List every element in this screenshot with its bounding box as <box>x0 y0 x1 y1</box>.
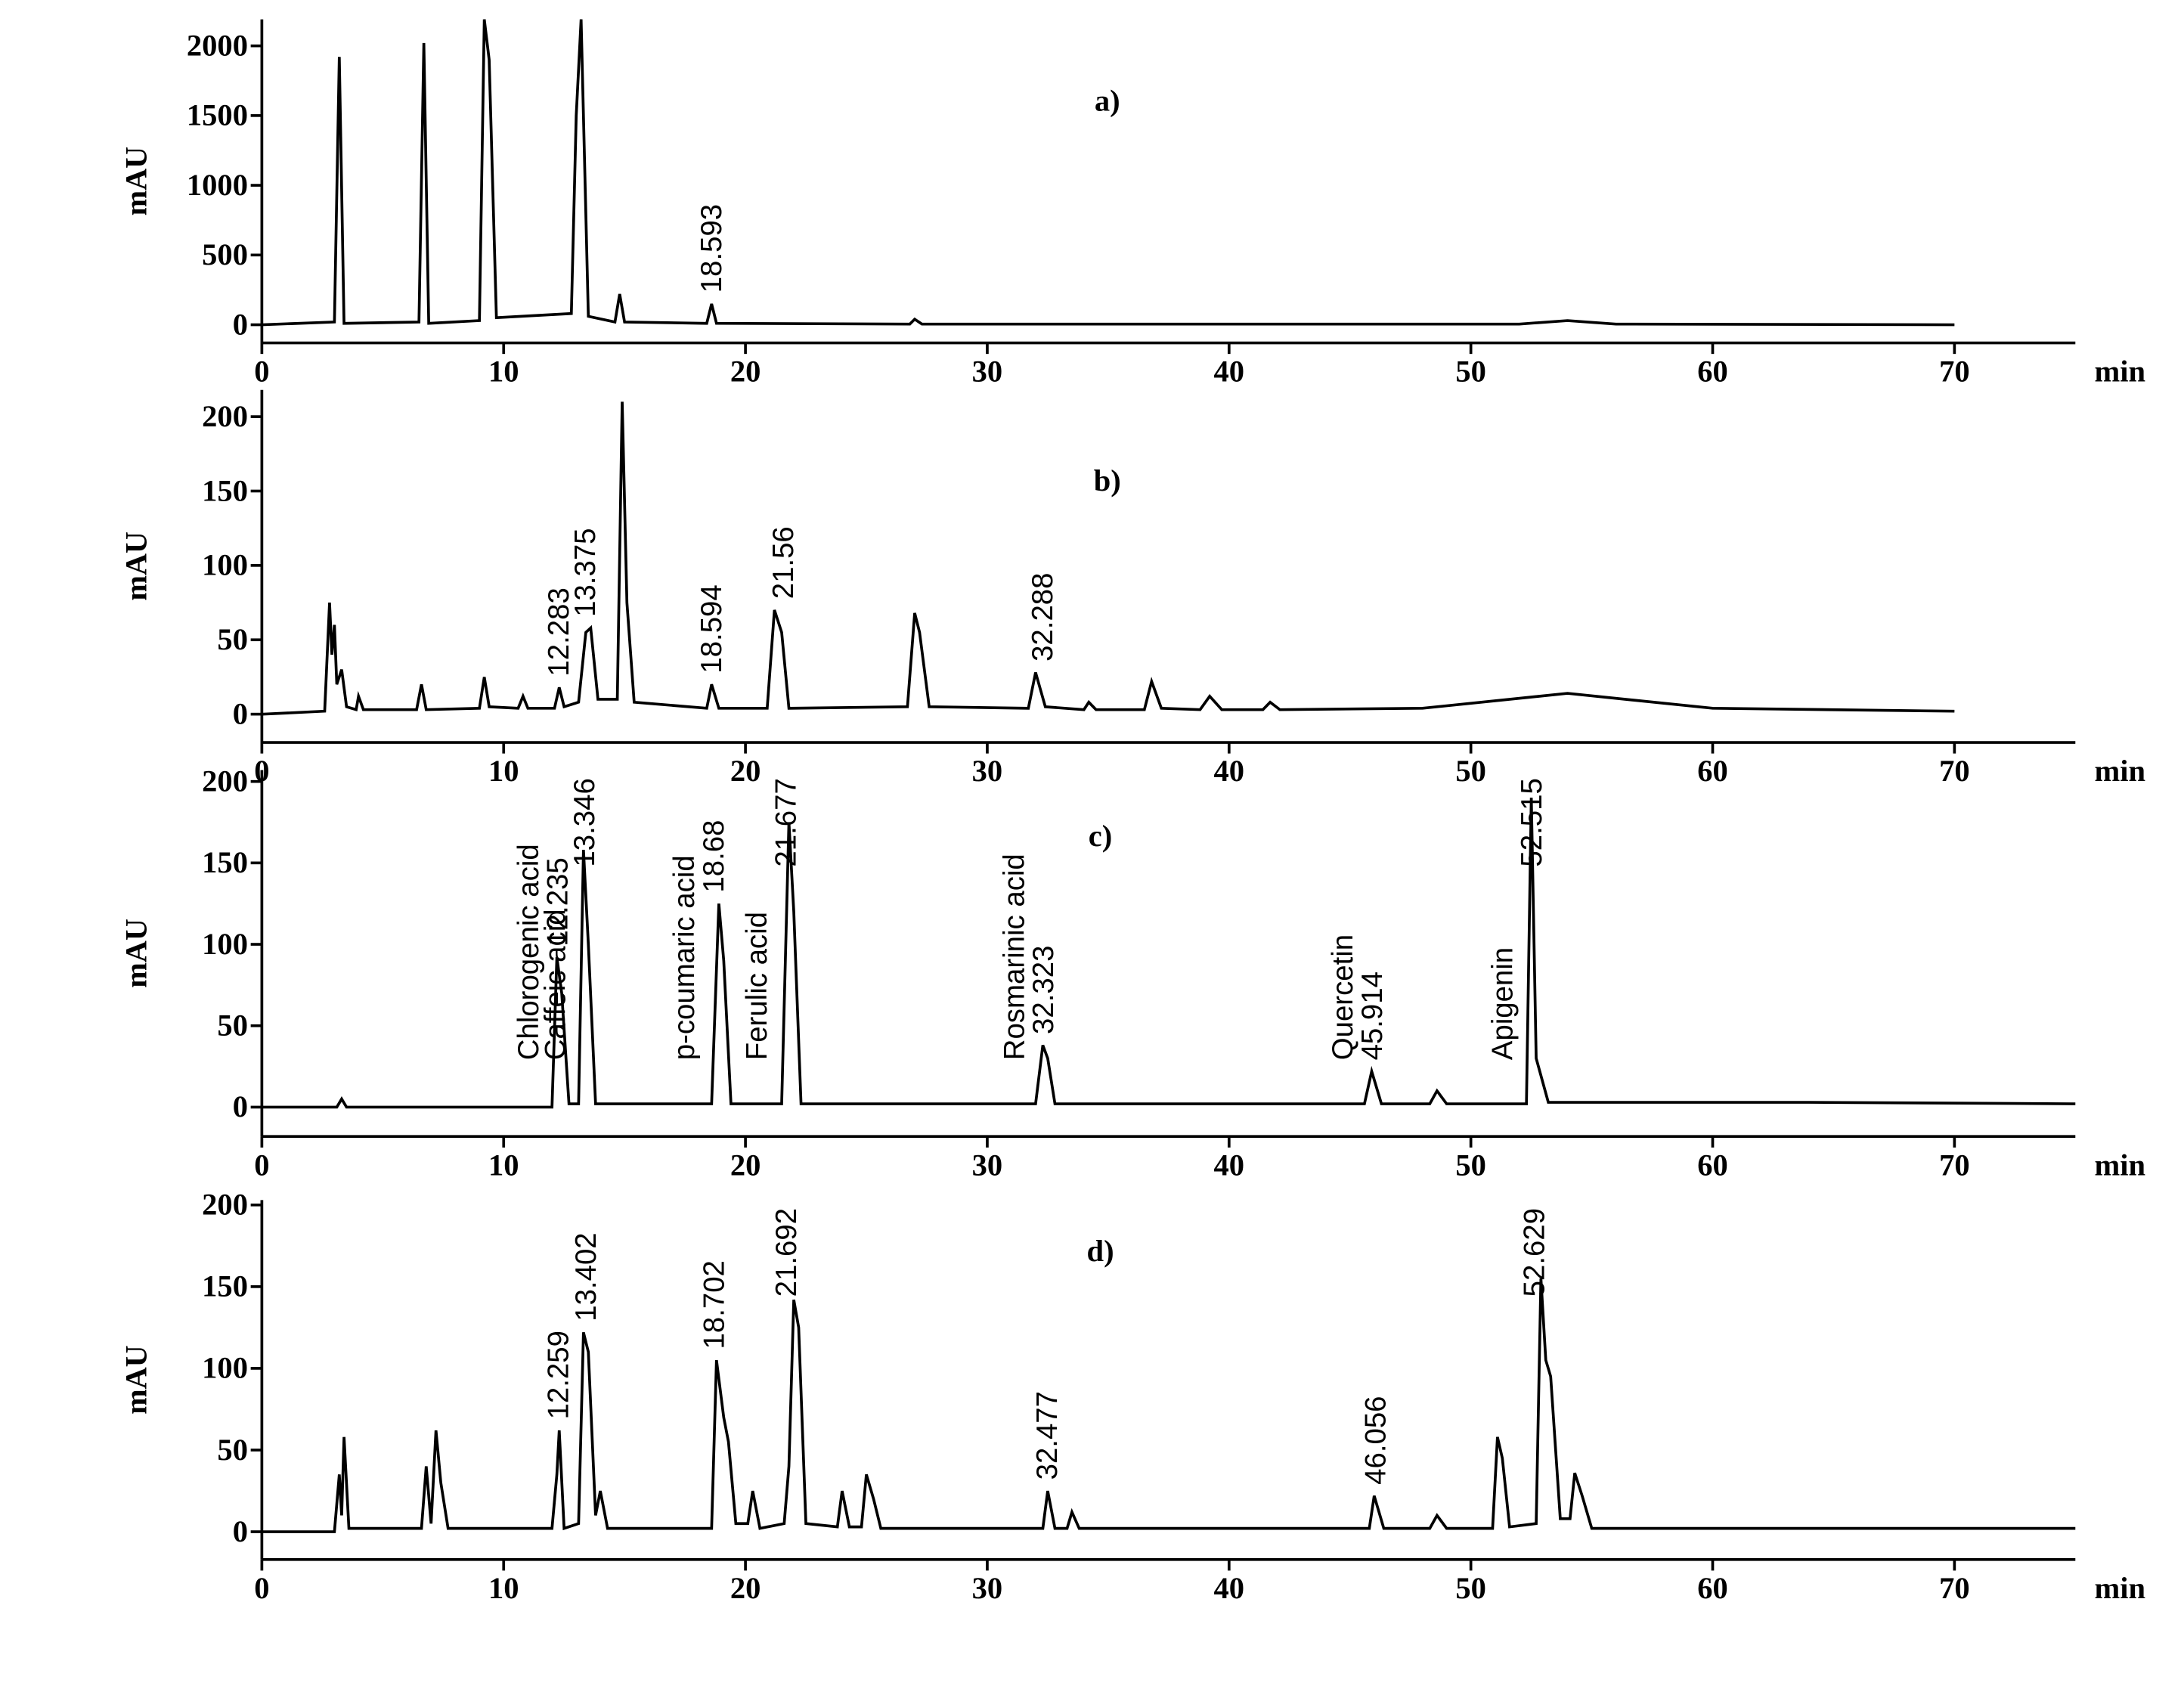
x-tick-label: 10 <box>488 1148 519 1182</box>
x-tick-label: 20 <box>730 754 761 788</box>
y-tick-label: 100 <box>202 1351 248 1385</box>
x-tick-label: 30 <box>972 355 1003 389</box>
x-tick-label: 60 <box>1697 1571 1728 1605</box>
peak-label: 21.56 <box>767 526 800 599</box>
y-tick-label: 150 <box>202 1269 248 1303</box>
y-tick-label: 200 <box>202 764 248 798</box>
peak-label: 18.593 <box>695 204 728 293</box>
peak-label: 52.629 <box>1519 1208 1551 1297</box>
x-tick-label: 50 <box>1455 355 1486 389</box>
peak-label: 46.056 <box>1359 1396 1392 1484</box>
x-tick-label: 40 <box>1214 355 1245 389</box>
peak-label: 18.594 <box>695 584 728 673</box>
peak-label: 21.677 <box>770 778 803 866</box>
peak-label: 21.692 <box>770 1208 803 1297</box>
peak-label: 18.68 <box>698 820 730 893</box>
x-tick-label: 70 <box>1939 754 1970 788</box>
y-axis-label: mAU <box>119 147 153 216</box>
x-tick-label: 10 <box>488 754 519 788</box>
x-tick-label: 0 <box>254 355 269 389</box>
panel-label: d) <box>1087 1234 1114 1268</box>
y-tick-label: 0 <box>233 697 248 731</box>
y-tick-label: 50 <box>217 1009 248 1043</box>
x-axis-label: min <box>2094 1571 2145 1605</box>
y-tick-label: 2000 <box>187 29 248 63</box>
x-tick-label: 70 <box>1939 1571 1970 1605</box>
peak-label: 45.914 <box>1356 971 1389 1060</box>
panel-label: c) <box>1089 819 1112 853</box>
x-tick-label: 20 <box>730 1571 761 1605</box>
x-axis-label: min <box>2094 355 2145 389</box>
y-tick-label: 0 <box>233 1514 248 1548</box>
chromatogram-trace <box>262 401 1955 716</box>
x-tick-label: 30 <box>972 754 1003 788</box>
chromatogram-trace <box>262 19 1955 327</box>
x-tick-label: 0 <box>254 1571 269 1605</box>
y-axis-label: mAU <box>119 531 153 601</box>
x-tick-label: 0 <box>254 1148 269 1182</box>
chromatogram-trace <box>262 798 2076 1109</box>
compound-name: Caffeic acid <box>539 909 572 1060</box>
peak-label: 52.515 <box>1516 778 1548 866</box>
x-tick-label: 10 <box>488 1571 519 1605</box>
compound-name: Quercetin <box>1327 934 1359 1060</box>
y-tick-label: 150 <box>202 473 248 507</box>
x-tick-label: 50 <box>1455 1148 1486 1182</box>
y-tick-label: 150 <box>202 845 248 879</box>
x-axis-label: min <box>2094 754 2145 788</box>
y-tick-label: 50 <box>217 1433 248 1467</box>
y-tick-label: 1000 <box>187 168 248 202</box>
x-tick-label: 60 <box>1697 754 1728 788</box>
y-tick-label: 500 <box>202 237 248 271</box>
compound-name: Ferulic acid <box>741 912 773 1060</box>
x-tick-label: 20 <box>730 355 761 389</box>
panel-label: b) <box>1094 463 1121 497</box>
x-tick-label: 60 <box>1697 1148 1728 1182</box>
peak-label: 12.283 <box>543 587 575 676</box>
y-tick-label: 0 <box>233 307 248 341</box>
chromatogram-trace <box>262 1278 2076 1533</box>
x-tick-label: 20 <box>730 1148 761 1182</box>
y-tick-label: 50 <box>217 622 248 656</box>
compound-name: Apigenin <box>1486 947 1519 1060</box>
x-tick-label: 50 <box>1455 1571 1486 1605</box>
y-tick-label: 0 <box>233 1089 248 1123</box>
x-tick-label: 60 <box>1697 355 1728 389</box>
x-tick-label: 70 <box>1939 355 1970 389</box>
panel-label: a) <box>1095 83 1120 117</box>
peak-label: 18.702 <box>698 1260 730 1349</box>
peak-label: 13.346 <box>568 778 601 866</box>
x-tick-label: 40 <box>1214 754 1245 788</box>
y-tick-label: 200 <box>202 1188 248 1222</box>
y-axis-label: mAU <box>119 1345 153 1415</box>
y-tick-label: 100 <box>202 927 248 961</box>
compound-name: Chlorogenic acid <box>513 844 545 1060</box>
x-tick-label: 40 <box>1214 1148 1245 1182</box>
peak-label: 12.259 <box>542 1331 575 1419</box>
y-tick-label: 1500 <box>187 98 248 132</box>
peak-label: 32.477 <box>1031 1391 1064 1480</box>
peak-label: 12.235 <box>541 857 574 946</box>
compound-name: p-coumaric acid <box>668 855 701 1060</box>
peak-label: 13.375 <box>569 528 602 616</box>
x-axis-label: min <box>2094 1148 2145 1182</box>
y-axis-label: mAU <box>119 919 153 988</box>
y-tick-label: 200 <box>202 399 248 433</box>
x-tick-label: 50 <box>1455 754 1486 788</box>
x-tick-label: 70 <box>1939 1148 1970 1182</box>
peak-label: 13.402 <box>570 1232 603 1321</box>
x-tick-label: 30 <box>972 1571 1003 1605</box>
y-tick-label: 100 <box>202 548 248 582</box>
peak-label: 32.323 <box>1027 946 1060 1034</box>
x-tick-label: 30 <box>972 1148 1003 1182</box>
peak-label: 32.288 <box>1027 572 1059 661</box>
compound-name: Rosmarinic acid <box>998 854 1030 1060</box>
x-tick-label: 40 <box>1214 1571 1245 1605</box>
x-tick-label: 10 <box>488 355 519 389</box>
